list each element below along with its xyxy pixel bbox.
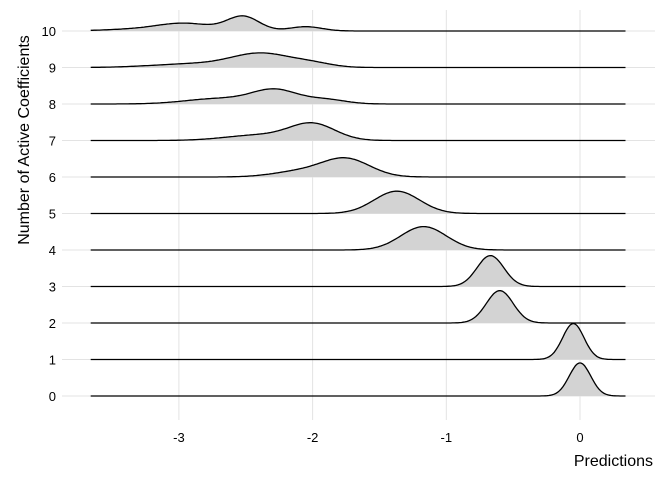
y-axis-label: Number of Active Coefficients — [16, 35, 33, 245]
y-tick-label: 4 — [49, 243, 56, 258]
ridge-fill-5 — [90, 191, 626, 214]
x-tick-label: -3 — [173, 430, 185, 445]
ridge-line-3 — [90, 254, 626, 288]
y-tick-label: 5 — [49, 207, 56, 222]
ridge-fill-9 — [90, 52, 626, 68]
x-tick-label: -1 — [441, 430, 453, 445]
ridge-line-7 — [90, 122, 626, 142]
ridge-line-4 — [90, 225, 626, 251]
y-tick-labels: 0 1 2 3 4 5 6 7 8 9 10 — [42, 24, 56, 404]
x-tick-label: 0 — [576, 430, 583, 445]
ridge-line-0 — [90, 362, 626, 397]
ridge-line-5 — [90, 190, 626, 215]
x-tick-label: -2 — [307, 430, 319, 445]
ridge-fill-4 — [90, 226, 626, 250]
x-axis-label: Predictions — [574, 453, 653, 470]
y-tick-label: 1 — [49, 353, 56, 368]
y-tick-label: 10 — [42, 24, 56, 39]
ridge-line-10 — [90, 15, 626, 32]
y-tick-label: 8 — [49, 97, 56, 112]
y-tick-label: 6 — [49, 170, 56, 185]
ridge-fill-2 — [90, 290, 626, 323]
ridge-fill-10 — [90, 15, 626, 31]
ridge-line-8 — [90, 88, 626, 105]
ridge-fill-6 — [90, 157, 626, 177]
ridge-line-9 — [90, 52, 626, 69]
x-tick-labels: -3 -2 -1 0 — [173, 430, 583, 445]
y-tick-label: 9 — [49, 61, 56, 76]
ridge-fill-1 — [90, 323, 626, 360]
y-tick-label: 2 — [49, 316, 56, 331]
ridge-fill-0 — [90, 363, 626, 396]
ridge-line-1 — [90, 322, 626, 361]
ridge-fill-3 — [90, 255, 626, 287]
y-tick-label: 0 — [49, 389, 56, 404]
y-tick-label: 7 — [49, 134, 56, 149]
ridges — [90, 15, 626, 397]
ridge-line-6 — [90, 157, 626, 178]
ridge-line-2 — [90, 290, 626, 324]
y-tick-label: 3 — [49, 280, 56, 295]
ridge-fill-8 — [90, 88, 626, 104]
